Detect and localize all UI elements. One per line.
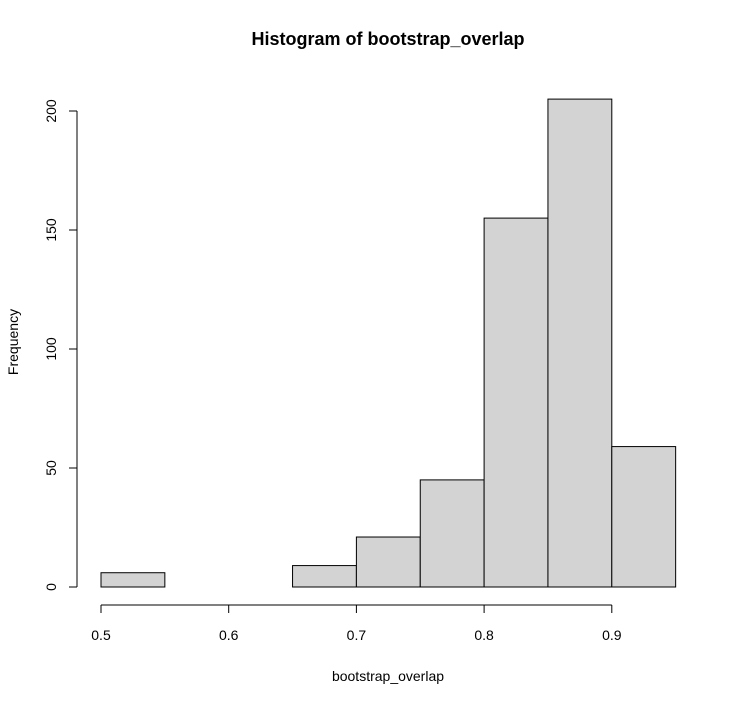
- histogram-bar: [419, 479, 485, 588]
- x-tick-label: 0.6: [219, 627, 239, 643]
- bars-group: [100, 98, 677, 588]
- x-axis-label: bootstrap_overlap: [332, 668, 444, 684]
- y-tick-label: 150: [43, 218, 59, 242]
- histogram-bar: [355, 536, 421, 588]
- histogram-bar: [100, 572, 166, 588]
- x-tick-label: 0.8: [474, 627, 494, 643]
- y-tick-label: 100: [43, 337, 59, 361]
- y-axis-label: Frequency: [5, 309, 21, 375]
- chart-title: Histogram of bootstrap_overlap: [251, 29, 525, 49]
- y-axis: 0 50 100 150 200: [43, 99, 78, 591]
- x-tick-label: 0.9: [602, 627, 622, 643]
- x-axis: 0.5 0.6 0.7 0.8 0.9: [91, 604, 622, 643]
- y-tick-label: 0: [43, 583, 59, 591]
- histogram-bar: [547, 98, 613, 588]
- y-tick-label: 50: [43, 460, 59, 476]
- y-tick-label: 200: [43, 99, 59, 123]
- histogram-bar: [292, 565, 357, 588]
- histogram-bar: [611, 446, 677, 588]
- histogram-bar: [483, 217, 549, 588]
- x-tick-label: 0.5: [91, 627, 111, 643]
- x-tick-label: 0.7: [347, 627, 367, 643]
